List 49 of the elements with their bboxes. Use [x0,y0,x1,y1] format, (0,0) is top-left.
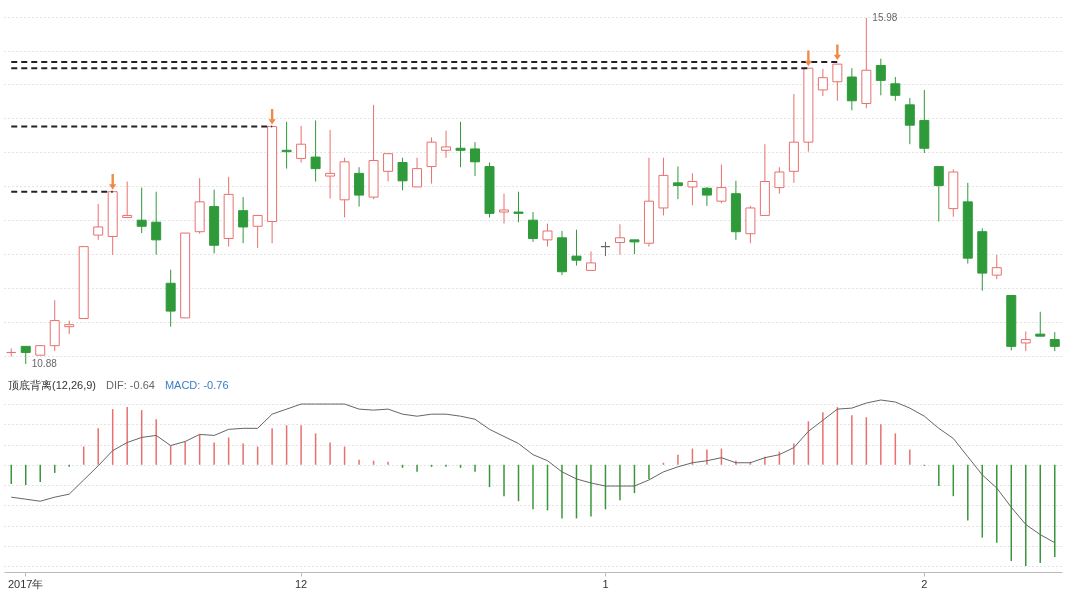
candlestick [397,157,408,191]
candlestick [991,254,1002,280]
annotation: 10.88 [31,358,58,369]
text: MACD: -0.76 [164,379,229,391]
candlestick [904,97,915,145]
candlestick [238,196,249,244]
candlestick [296,125,307,164]
candlestick [470,141,481,177]
candlestick [354,166,365,208]
x-tick-label: 2017年 [8,577,44,590]
candlestick [151,191,162,256]
candlestick [687,172,698,206]
candlestick [528,211,538,243]
candlestick [513,191,524,223]
candlestick [1020,330,1031,352]
candlestick [122,181,133,219]
candlestick [310,119,321,182]
annotation: 15.98 [872,12,898,23]
chart-title: 顶底背离(12,26,9) [8,379,97,391]
candlestick [875,58,886,96]
candlestick [716,164,727,204]
candlestick [383,153,394,182]
candlestick [774,166,785,195]
x-tick-label: 1 [602,577,609,590]
candlestick [252,214,263,249]
candlestick [832,63,843,102]
candlestick [846,67,857,111]
candlestick [585,250,596,271]
candlestick [614,223,625,256]
candlestick [281,121,292,170]
candlestick [890,76,901,102]
candlestick [455,121,466,168]
candlestick [412,157,423,188]
candlestick [571,229,582,267]
candlestick [1035,311,1046,337]
candlestick [542,223,553,248]
candlestick [933,166,944,223]
x-tick-label: 2 [921,577,928,590]
candlestick [441,130,452,159]
candlestick [136,187,147,234]
candlestick [817,68,828,97]
text: DIF: -0.64 [106,379,155,391]
candlestick [325,129,336,199]
candlestick [93,203,104,241]
candlestick [672,166,683,200]
x-tick-label: 12 [294,577,308,590]
candlestick [1049,331,1060,352]
candlestick [499,193,510,225]
candlestick [701,186,712,207]
